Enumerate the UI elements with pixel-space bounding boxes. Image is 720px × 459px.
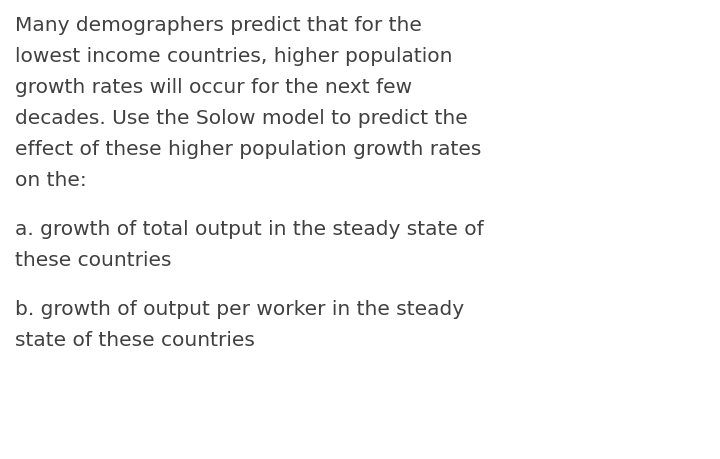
Text: decades. Use the Solow model to predict the: decades. Use the Solow model to predict … — [15, 109, 468, 128]
Text: on the:: on the: — [15, 171, 86, 190]
Text: lowest income countries, higher population: lowest income countries, higher populati… — [15, 47, 452, 66]
Text: growth rates will occur for the next few: growth rates will occur for the next few — [15, 78, 412, 97]
Text: effect of these higher population growth rates: effect of these higher population growth… — [15, 140, 482, 159]
Text: b. growth of output per worker in the steady: b. growth of output per worker in the st… — [15, 299, 464, 318]
Text: Many demographers predict that for the: Many demographers predict that for the — [15, 16, 422, 35]
Text: state of these countries: state of these countries — [15, 330, 255, 349]
Text: these countries: these countries — [15, 251, 171, 269]
Text: a. growth of total output in the steady state of: a. growth of total output in the steady … — [15, 219, 484, 239]
